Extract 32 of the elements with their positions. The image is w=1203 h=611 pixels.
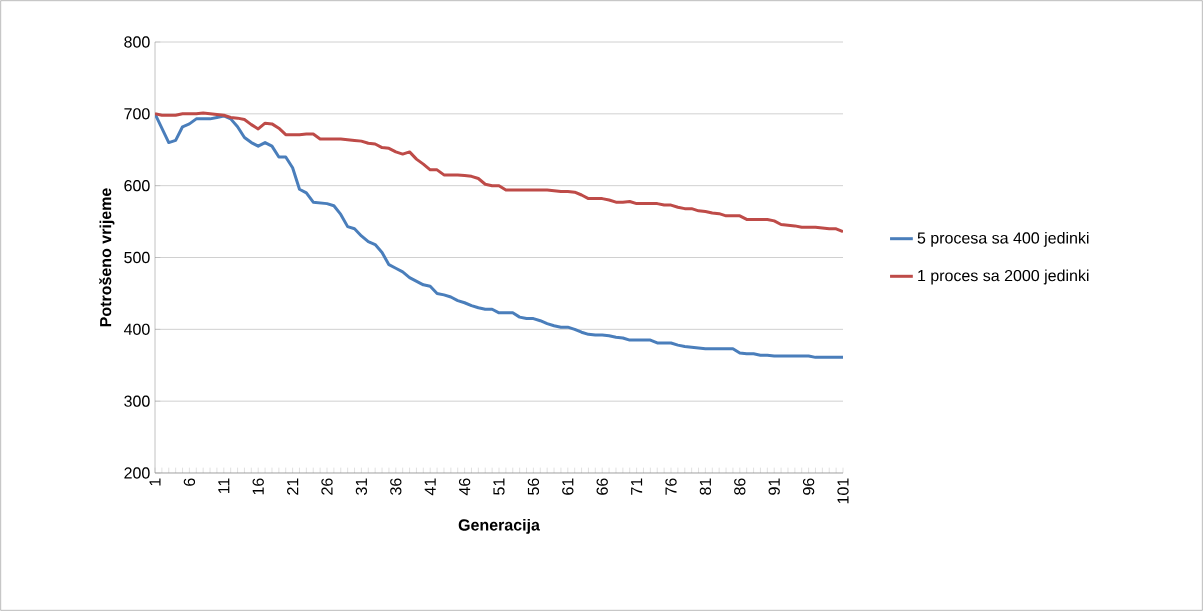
x-tick-label: 41 <box>424 478 436 496</box>
legend-label: 1 proces sa 2000 jedinki <box>918 269 1089 285</box>
x-tick-label: 51 <box>493 478 505 495</box>
x-tick-label: 56 <box>527 478 540 495</box>
x-tick-label: 1 <box>149 478 161 486</box>
y-tick-label: 200 <box>124 467 150 479</box>
x-tick-label: 61 <box>562 478 574 495</box>
legend-label: 5 procesa sa 400 jedinki <box>917 231 1089 247</box>
y-tick-label: 400 <box>123 323 150 335</box>
x-tick-label: 6 <box>183 478 196 486</box>
x-tick-label: 101 <box>837 478 849 504</box>
x-axis-title: Generacija <box>458 518 541 534</box>
x-tick-label: 31 <box>355 478 368 495</box>
x-tick-label: 96 <box>802 478 815 495</box>
x-tick-label: 91 <box>768 478 780 495</box>
x-tick-label: 36 <box>390 478 402 495</box>
x-tick-label: 21 <box>287 478 299 495</box>
y-tick-label: 800 <box>124 36 150 48</box>
x-tick-label: 26 <box>321 478 333 495</box>
x-tick-label: 81 <box>699 478 712 495</box>
y-tick-label: 300 <box>124 395 150 407</box>
x-tick-label: 66 <box>596 478 608 495</box>
y-tick-label: 700 <box>124 108 150 120</box>
y-axis-title: Potrošeno vrijeme <box>99 188 115 327</box>
x-tick-label: 71 <box>631 478 643 495</box>
y-tick-label: 500 <box>124 251 150 264</box>
x-tick-label: 76 <box>665 478 677 495</box>
y-tick-label: 600 <box>124 180 150 192</box>
x-tick-label: 11 <box>218 478 230 494</box>
x-tick-label: 86 <box>734 478 746 495</box>
x-tick-label: 46 <box>458 478 471 496</box>
x-tick-label: 16 <box>252 478 264 495</box>
